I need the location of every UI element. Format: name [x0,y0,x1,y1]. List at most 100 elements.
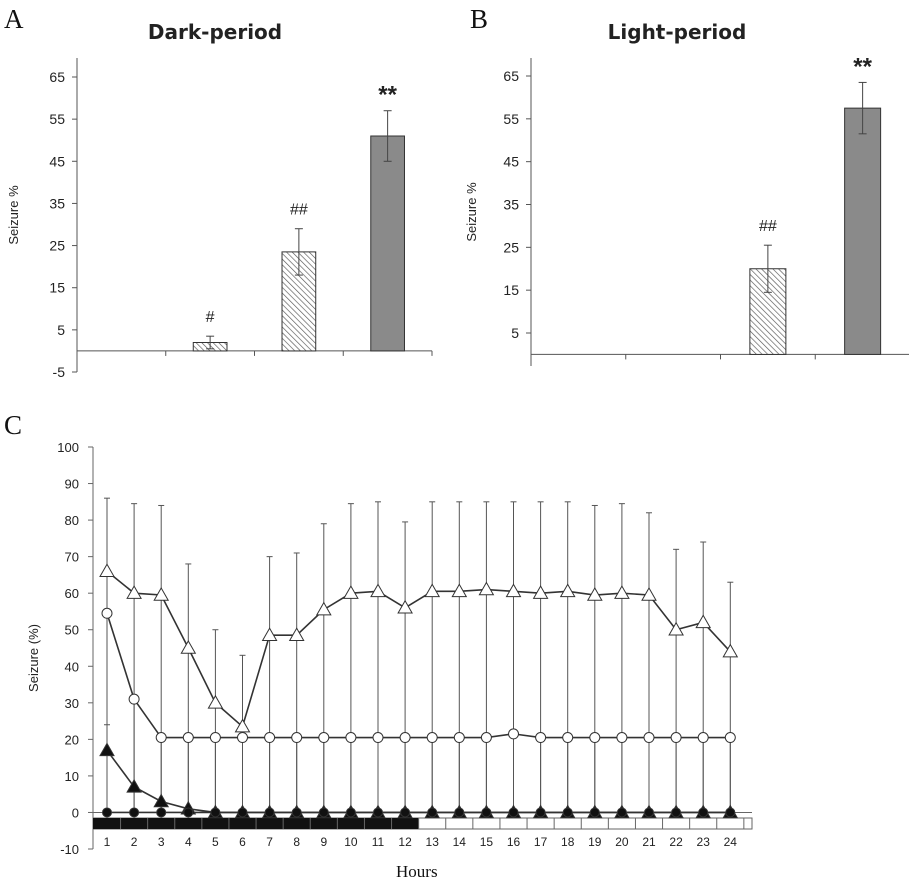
panel-c-x-tick-label: 11 [372,835,385,849]
panel-c-x-tick-label: 24 [724,835,738,849]
panel-c-x-tick-label: 16 [507,835,521,849]
panel-c-x-tick-label: 10 [344,835,358,849]
panel-c-y-tick-label: 50 [65,623,79,638]
panel-c-point-open-circle [264,732,276,744]
panel-c-y-tick-label: 80 [65,513,79,528]
panel-c-point-open-circle [399,732,411,744]
panel-c-series-line [106,749,731,814]
panel-c-point-filled-circle [616,807,627,818]
panel-b-y-tick-label: 65 [503,68,519,84]
panel-c-point-open-circle [101,607,113,619]
panel-a-y-tick-label: -5 [53,364,66,380]
panel-c-series-line [106,570,731,728]
panel-c-point-open-triangle [126,585,142,599]
panel-b-significance-label: ## [759,218,777,235]
panel-c-xlabel: Hours [396,862,438,881]
panel-c-point-open-circle [426,732,438,744]
panel-c-y-label: Seizure (%) [26,624,41,692]
panel-c-x-tick-label: 19 [588,835,602,849]
panel-c-y-tick-label: -10 [60,842,79,857]
panel-c-point-filled-circle [291,807,302,818]
panel-c-y-tick-label: 10 [65,769,79,784]
panel-c-point-filled-triangle [153,793,170,808]
panel-a-y-tick-label: 65 [49,69,65,85]
panel-c-point-filled-triangle [126,778,142,793]
panel-c-point-open-triangle [343,585,359,599]
panel-b-y-label: Seizure % [464,182,479,242]
panel-c-point-filled-circle [237,807,248,818]
panel-c-point-open-triangle [614,585,630,599]
panel-c-point-open-circle [453,732,465,744]
panel-c-point-open-triangle [207,694,224,709]
panel-c-x-tick-label: 15 [480,835,494,849]
panel-c-x-tick-label: 6 [239,835,246,849]
panel-c-x-tick-label: 20 [615,835,629,849]
panel-c-point-open-circle [182,732,194,744]
panel-c-point-open-circle [209,732,221,744]
panel-c-x-tick-label: 18 [561,835,575,849]
panel-c-point-open-circle [562,732,574,744]
panel-c-y-tick-label: 90 [65,477,79,492]
panel-c-x-tick-label: 13 [426,835,440,849]
panel-c-point-open-circle [724,732,736,744]
panel-c-series-line [106,613,731,739]
panel-c-x-tick-label: 1 [104,835,111,849]
panel-c-point-filled-circle [210,807,221,818]
panel-c-point-open-circle [372,732,384,744]
panel-b-y-tick-label: 25 [503,239,519,255]
panel-c-point-filled-circle [183,807,194,818]
panel-a-bar [370,135,405,352]
panel-c-point-open-circle [345,732,357,744]
panel-c-point-filled-circle [318,807,329,818]
panel-c-point-open-triangle [261,627,278,641]
panel-b-letter: B [470,4,489,34]
panel-c-point-open-triangle [424,583,441,598]
panel-c-point-open-triangle [234,718,251,733]
panel-c-point-open-circle [155,732,167,744]
panel-c-point-open-triangle [153,587,170,601]
panel-c-point-filled-circle [481,807,492,818]
panel-b-y-tick-label: 5 [511,325,519,341]
panel-a-significance-label: ## [290,202,308,219]
panel-a-significance-label: # [206,309,215,326]
panel-c-point-filled-triangle [99,742,115,757]
panel-c-point-filled-circle [400,807,411,818]
panel-a-letter: A [4,4,24,34]
panel-c-x-tick-label: 2 [131,835,138,849]
panel-c-point-open-triangle [451,583,468,598]
panel-b-y-tick-label: 35 [503,197,519,213]
panel-a-y-tick-label: 45 [49,153,65,169]
panel-c-point-open-triangle [478,581,495,596]
panel-c-point-filled-circle [535,807,546,818]
panel-b-y-tick-label: 45 [503,154,519,170]
panel-c-point-filled-circle [427,807,438,818]
panel-c-point-filled-circle [725,807,736,818]
panel-c-point-open-triangle [370,583,386,598]
panel-c-point-open-triangle [180,639,197,654]
panel-c-point-filled-circle [671,807,682,818]
panel-c-point-open-circle [237,732,248,744]
panel-c-point-open-circle [318,732,330,744]
panel-c-x-tick-label: 17 [534,835,548,849]
panel-c-y-tick-label: 0 [72,805,79,820]
panel-c-point-filled-circle [373,807,383,818]
panel-a-title: Dark-period [147,20,283,44]
panel-c-point-open-circle [589,732,601,744]
panel-c-point-open-triangle [532,585,549,599]
panel-b-y-tick-label: 55 [503,111,519,127]
panel-c-point-filled-circle [345,807,356,818]
panel-c-point-open-triangle [695,614,712,629]
panel-c-point-open-triangle [397,599,413,614]
panel-c-x-tick-label: 14 [453,835,467,849]
panel-b-significance-label: ** [853,53,872,80]
panel-c-x-tick-label: 21 [642,835,656,849]
panel-c-point-open-triangle [99,563,115,578]
panel-c-x-tick-label: 4 [185,835,192,849]
panel-a-y-tick-label: 25 [49,238,65,254]
panel-c-point-open-circle [291,732,303,744]
panel-c-point-filled-circle [102,807,112,818]
panel-b-chart: 5 15 25 35 45 55 65 Seizure % ## ** [464,53,909,366]
panel-c-point-open-triangle [722,643,739,658]
